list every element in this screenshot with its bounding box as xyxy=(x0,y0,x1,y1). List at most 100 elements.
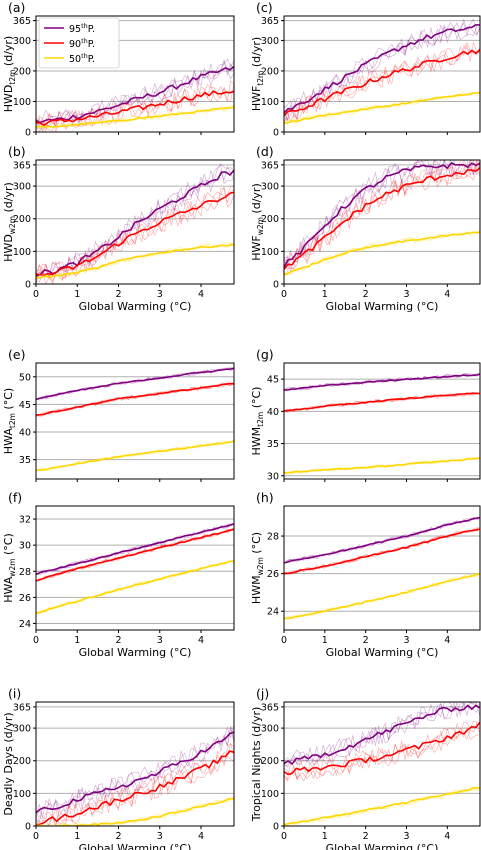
y-tick-label: 0 xyxy=(273,128,279,139)
series-line-p95 xyxy=(36,731,234,814)
axes-frame xyxy=(35,15,235,133)
series-noise-p50 xyxy=(284,89,480,126)
series-noise-p95 xyxy=(36,59,234,132)
plot-area xyxy=(36,366,234,473)
series-line-p95 xyxy=(284,162,480,269)
y-tick-label: 300 xyxy=(261,36,279,47)
axes-frame xyxy=(35,159,235,285)
series-line-p90 xyxy=(284,167,480,270)
x-tick-label: 2 xyxy=(115,289,121,300)
y-tick-label: 100 xyxy=(261,789,279,800)
y-tick-label: 45 xyxy=(19,400,31,411)
panel-label: (i) xyxy=(8,686,21,701)
y-tick-label: 45 xyxy=(267,375,279,386)
panel-label: (g) xyxy=(256,347,274,362)
series-noise-p50 xyxy=(36,104,234,131)
x-tick-label: 4 xyxy=(444,289,450,300)
y-axis-label: HWAt2m (°C) xyxy=(2,388,17,454)
series-line-p90 xyxy=(36,382,234,416)
y-tick-label: 24 xyxy=(19,619,31,630)
y-tick-label: 24 xyxy=(267,607,279,618)
panel-c: 0 100 200 300 365 HWFt2m (d/yr) (c) xyxy=(250,0,481,139)
plot-area xyxy=(36,523,234,615)
y-axis-label: HWMt2m (°C) xyxy=(250,387,265,456)
x-tick-label: 0 xyxy=(33,831,39,842)
series-noise-p50 xyxy=(36,796,234,826)
series-noise-p90 xyxy=(284,42,480,121)
y-tick-label: 0 xyxy=(273,822,279,833)
y-axis-label: HWDw2m (d/yr) xyxy=(2,182,17,262)
x-tick-label: 2 xyxy=(115,831,121,842)
plot-area xyxy=(36,723,234,826)
series-line-p90 xyxy=(36,191,234,276)
series-noise-p95 xyxy=(36,165,234,278)
y-tick-label: 0 xyxy=(25,822,31,833)
series-noise-p90 xyxy=(36,742,234,826)
x-tick-label: 0 xyxy=(281,635,287,646)
series-line-p95 xyxy=(284,704,480,766)
y-tick-label: 0 xyxy=(25,128,31,139)
series-noise-p90 xyxy=(284,720,480,782)
series-noise-p50 xyxy=(36,242,234,280)
axes-frame xyxy=(283,505,481,631)
x-tick-label: 2 xyxy=(363,289,369,300)
series-line-p50 xyxy=(36,243,234,279)
series-noise-p90 xyxy=(36,755,234,826)
series-noise-p95 xyxy=(284,702,480,768)
panel-f: 24 26 28 30 32 0 1 2 3 4 Global Warming (°C) HWAw2m… xyxy=(2,490,235,659)
plot-area xyxy=(284,702,480,826)
x-tick-label: 0 xyxy=(33,635,39,646)
x-tick-label: 2 xyxy=(363,831,369,842)
series-noise-p90 xyxy=(36,84,234,132)
series-line-p50 xyxy=(284,457,480,474)
y-tick-label: 300 xyxy=(261,182,279,193)
series-noise-p95 xyxy=(284,372,480,392)
x-tick-label: 4 xyxy=(444,635,450,646)
x-axis-label: Global Warming (°C) xyxy=(326,300,439,313)
y-tick-label: 365 xyxy=(13,702,31,713)
y-tick-label: 300 xyxy=(13,36,31,47)
y-tick-label: 365 xyxy=(261,16,279,27)
x-axis-label: Global Warming (°C) xyxy=(326,646,439,659)
x-tick-label: 4 xyxy=(198,635,204,646)
y-axis-label: Tropical Nights (d/yr) xyxy=(250,707,263,823)
series-noise-p50 xyxy=(36,105,234,130)
x-tick-label: 0 xyxy=(281,831,287,842)
y-tick-label: 30 xyxy=(19,541,31,552)
x-tick-label: 4 xyxy=(444,831,450,842)
series-line-p90 xyxy=(36,528,234,582)
y-tick-label: 200 xyxy=(13,214,31,225)
x-tick-label: 3 xyxy=(403,635,409,646)
series-noise-p95 xyxy=(36,163,234,276)
x-axis-label: Global Warming (°C) xyxy=(79,842,192,850)
series-line-p95 xyxy=(36,169,234,277)
x-tick-label: 1 xyxy=(322,289,328,300)
x-tick-label: 1 xyxy=(74,289,80,300)
series-line-p50 xyxy=(284,573,480,620)
legend-label-p50: 50thP. xyxy=(69,52,95,65)
series-noise-p90 xyxy=(36,383,234,418)
y-tick-label: 26 xyxy=(19,593,31,604)
y-tick-label: 100 xyxy=(13,789,31,800)
series-noise-p95 xyxy=(36,523,234,576)
series-noise-p95 xyxy=(36,58,234,132)
series-line-p95 xyxy=(284,23,480,114)
series-noise-p90 xyxy=(36,188,234,284)
series-noise-p95 xyxy=(284,702,480,766)
y-tick-label: 100 xyxy=(13,247,31,258)
series-noise-p50 xyxy=(284,92,480,124)
series-noise-p90 xyxy=(284,526,480,576)
series-noise-p90 xyxy=(284,391,480,413)
x-tick-label: 4 xyxy=(198,289,204,300)
panel-label: (c) xyxy=(256,0,273,15)
x-tick-label: 3 xyxy=(157,289,163,300)
series-line-p90 xyxy=(284,49,480,117)
x-axis-label: Global Warming (°C) xyxy=(79,300,192,313)
y-tick-label: 300 xyxy=(13,724,31,735)
panel-label: (b) xyxy=(8,144,26,159)
series-noise-p90 xyxy=(284,45,480,121)
series-noise-p90 xyxy=(284,41,480,126)
plot-area xyxy=(36,58,234,132)
y-tick-label: 32 xyxy=(19,515,31,526)
